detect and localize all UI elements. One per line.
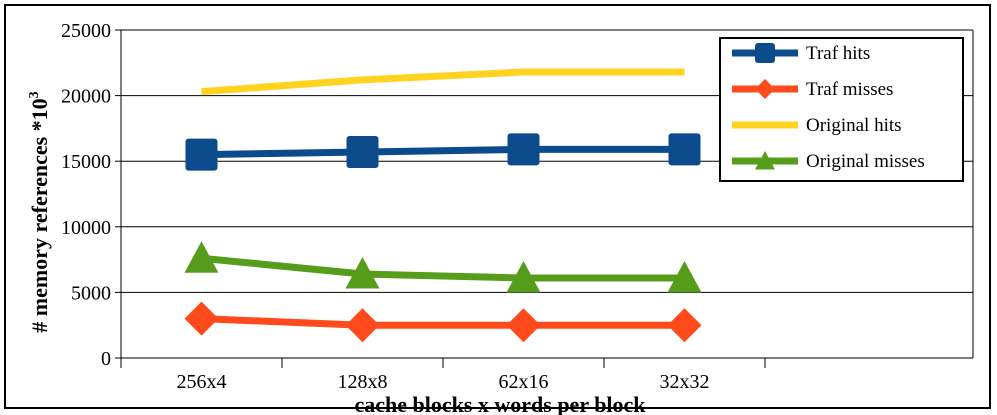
data-point-diamond <box>184 301 219 336</box>
x-tick-label: 32x32 <box>660 371 710 393</box>
data-point-square <box>668 133 701 166</box>
data-point-square <box>507 133 540 166</box>
data-point-triangle <box>667 260 702 293</box>
y-axis-label-main: # memory references *10 <box>27 98 52 332</box>
series-line <box>201 68 685 96</box>
y-tick-label: 20000 <box>61 86 111 108</box>
data-point-square <box>185 138 218 171</box>
y-tick-label: 25000 <box>61 20 111 42</box>
data-point-square <box>755 43 775 63</box>
x-tick-labels: 256x4 128x8 62x16 32x32 <box>177 371 710 393</box>
legend-label: Traf misses <box>806 79 893 100</box>
y-tick-label: 15000 <box>61 151 111 173</box>
y-tick-labels: 0 5000 10000 15000 20000 25000 <box>61 20 111 370</box>
legend-item: Original misses <box>732 151 925 172</box>
data-point-triangle <box>506 260 541 293</box>
data-point-diamond <box>506 308 541 343</box>
x-axis-label: cache blocks x words per block <box>354 392 646 415</box>
data-point-diamond <box>755 79 775 99</box>
y-axis-label: # memory references *103 <box>27 91 52 332</box>
series-line <box>201 315 685 329</box>
data-point-square <box>346 136 379 169</box>
y-tick-label: 0 <box>101 348 111 370</box>
data-point-triangle <box>755 151 775 170</box>
x-tick-label: 128x8 <box>338 371 388 393</box>
data-point-triangle <box>345 257 380 289</box>
series-lines <box>184 68 702 343</box>
grid-lines <box>121 29 973 293</box>
y-tick-label: 5000 <box>71 282 111 304</box>
legend-label: Original misses <box>806 151 925 172</box>
legend-item: Original hits <box>732 115 902 136</box>
series-traf-hits <box>185 133 701 171</box>
x-tick-label: 256x4 <box>177 371 227 393</box>
x-tick-label: 62x16 <box>499 371 549 393</box>
series-line <box>201 145 685 159</box>
legend: Traf hits Traf misses Original hits Origina… <box>719 37 964 182</box>
legend-item: Traf hits <box>732 43 870 64</box>
legend-item: Traf misses <box>732 79 893 100</box>
y-axis-label-superscript: 3 <box>27 91 42 98</box>
series-traf-misses <box>184 301 702 343</box>
y-tick-label: 10000 <box>61 217 111 239</box>
legend-label: Original hits <box>806 115 902 136</box>
series-original-misses <box>184 241 702 293</box>
series-original-hits <box>201 68 685 96</box>
data-point-diamond <box>667 308 702 343</box>
axes <box>115 29 974 368</box>
data-point-triangle <box>184 241 219 273</box>
data-point-diamond <box>345 308 380 343</box>
series-line <box>201 254 685 282</box>
legend-label: Traf hits <box>806 43 870 64</box>
